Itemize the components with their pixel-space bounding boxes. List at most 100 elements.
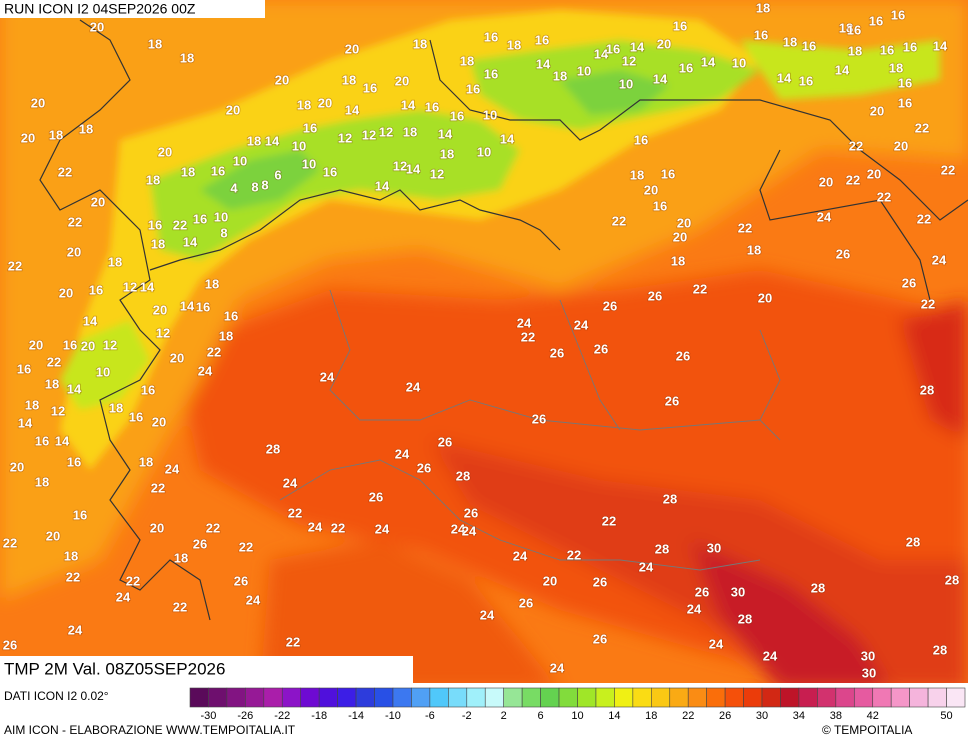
temperature-label: 12 — [430, 166, 444, 181]
temperature-label: 12 — [123, 279, 137, 294]
legend-swatch — [595, 687, 615, 708]
temperature-label: 16 — [363, 80, 377, 95]
temperature-label: 20 — [10, 459, 24, 474]
temperature-label: 24 — [375, 521, 390, 536]
temperature-label: 14 — [83, 313, 98, 328]
legend-swatch — [890, 687, 910, 708]
temperature-label: 22 — [738, 220, 752, 235]
legend-swatch — [853, 687, 874, 708]
temperature-label: 14 — [375, 178, 390, 193]
temperature-label: 24 — [574, 317, 589, 332]
temperature-label: 26 — [3, 637, 17, 652]
temperature-label: 14 — [835, 62, 850, 77]
temperature-label: 14 — [183, 234, 198, 249]
temperature-label: 28 — [811, 580, 825, 595]
temperature-label: 26 — [193, 536, 207, 551]
temperature-label: 18 — [848, 43, 862, 58]
temperature-label: 20 — [867, 166, 881, 181]
legend-swatch — [540, 687, 560, 708]
temperature-label: 12 — [379, 124, 393, 139]
color-legend: -30 -26 -22 -18 -14 -10 -6 -2 2 6 10 14 18 22 26 30 34 38… — [189, 687, 966, 722]
temperature-label: 18 — [403, 124, 417, 139]
temperature-label: 16 — [224, 308, 238, 323]
temperature-label: 12 — [156, 325, 170, 340]
temperature-label: 22 — [941, 162, 955, 177]
temperature-label: 24 — [308, 519, 323, 534]
legend-swatch — [392, 687, 412, 708]
temperature-label: 16 — [673, 18, 687, 33]
temperature-label: 16 — [634, 132, 648, 147]
legend-swatch — [521, 687, 541, 708]
temperature-label: 24 — [198, 363, 213, 378]
temperature-label: 18 — [889, 60, 903, 75]
temperature-label: 22 — [877, 189, 891, 204]
temperature-label: 12 — [51, 403, 65, 418]
legend-tick-label: -2 — [462, 710, 472, 722]
temperature-label: 22 — [47, 354, 61, 369]
temperature-label: 26 — [665, 393, 679, 408]
legend-tick-label: 10 — [571, 710, 583, 722]
copyright: © TEMPOITALIA — [822, 723, 912, 737]
temperature-label: 14 — [701, 54, 716, 69]
temperature-label: 14 — [438, 126, 453, 141]
temperature-label: 22 — [173, 599, 187, 614]
legend-swatch — [374, 687, 394, 708]
temperature-label: 26 — [550, 345, 564, 360]
temperature-label: 18 — [49, 127, 63, 142]
temperature-label: 26 — [603, 298, 617, 313]
temperature-label: 18 — [205, 276, 219, 291]
temperature-label: 18 — [219, 328, 233, 343]
temperature-label: 18 — [460, 53, 474, 68]
legend-swatch — [337, 687, 357, 708]
temperature-label: 26 — [417, 460, 431, 475]
legend-swatch — [761, 687, 781, 708]
temperature-label: 24 — [165, 461, 180, 476]
temperature-label: 16 — [754, 27, 768, 42]
legend-swatch — [909, 687, 929, 708]
temperature-label: 24 — [932, 252, 947, 267]
temperature-label: 28 — [945, 572, 959, 587]
temperature-label: 20 — [21, 130, 35, 145]
temperature-label: 24 — [246, 592, 261, 607]
legend-swatch — [614, 687, 634, 708]
temperature-label: 20 — [395, 73, 409, 88]
temperature-label: 16 — [484, 66, 498, 81]
temperature-label: 16 — [148, 217, 162, 232]
temperature-label: 28 — [456, 468, 470, 483]
temperature-label: 20 — [31, 95, 45, 110]
temperature-label: 20 — [91, 194, 105, 209]
temperature-label: 24 — [709, 636, 724, 651]
temperature-label: 8 — [261, 177, 268, 192]
legend-tick-label: 14 — [608, 710, 620, 722]
temperature-label: 18 — [35, 474, 49, 489]
temperature-label: 20 — [275, 72, 289, 87]
temperature-label: 26 — [593, 574, 607, 589]
temperature-label: 14 — [594, 46, 609, 61]
temperature-label: 28 — [266, 441, 280, 456]
legend-tick-label: 42 — [867, 710, 879, 722]
temperature-label: 20 — [318, 95, 332, 110]
temperature-label: 22 — [331, 520, 345, 535]
temperature-label: 28 — [655, 541, 669, 556]
legend-swatch — [927, 687, 947, 708]
temperature-label: 14 — [345, 102, 360, 117]
legend-swatch — [300, 687, 320, 708]
temperature-label: 24 — [283, 475, 298, 490]
temperature-label: 16 — [535, 32, 549, 47]
temperature-label: 12 — [362, 127, 376, 142]
legend-swatch — [780, 687, 800, 708]
temperature-label: 26 — [676, 348, 690, 363]
temperature-label: 20 — [152, 414, 166, 429]
credit: AIM ICON - ELABORAZIONE WWW.TEMPOITALIA.… — [4, 723, 296, 737]
temperature-label: 16 — [903, 39, 917, 54]
temperature-label: 16 — [196, 299, 210, 314]
temperature-label: 14 — [653, 71, 668, 86]
temperature-label: 20 — [81, 338, 95, 353]
temperature-label: 18 — [756, 0, 770, 15]
temperature-label: 14 — [777, 70, 792, 85]
temperature-label: 20 — [345, 41, 359, 56]
temperature-label: 24 — [462, 523, 477, 538]
temperature-label: 22 — [239, 539, 253, 554]
temperature-label: 20 — [59, 285, 73, 300]
temperature-label: 20 — [226, 102, 240, 117]
